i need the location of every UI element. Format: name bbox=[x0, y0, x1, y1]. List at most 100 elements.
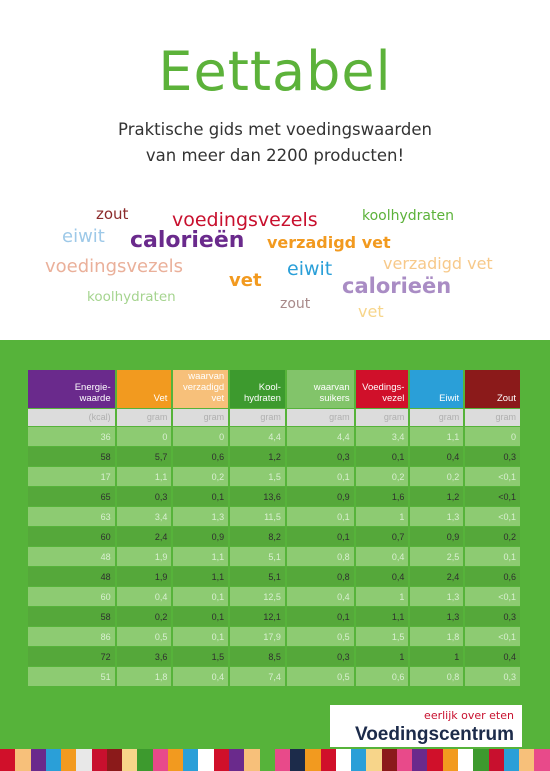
table-cell: 0,1 bbox=[286, 607, 354, 626]
color-stripe bbox=[244, 749, 260, 771]
color-stripe bbox=[473, 749, 489, 771]
table-row: 60 2,4 0,9 8,2 0,1 0,7 0,9 0,2 bbox=[28, 527, 520, 546]
table-cell: 1 bbox=[355, 507, 409, 526]
column-header: waarvan verzadigd vet bbox=[173, 370, 229, 408]
table-cell: 1 bbox=[410, 647, 464, 666]
table-cell: 0,2 bbox=[465, 527, 520, 546]
table-cell: 0,4 bbox=[286, 587, 354, 606]
table-header-row: Energie- waarde Vet waarvan verzadigd vet K… bbox=[28, 370, 520, 408]
table-cell: 0,8 bbox=[286, 547, 354, 566]
cloud-word: vet bbox=[358, 302, 384, 321]
table-cell: <0,1 bbox=[465, 487, 520, 506]
table-cell: 0,2 bbox=[116, 607, 172, 626]
table-cell: 0,3 bbox=[116, 487, 172, 506]
table-cell: 4,4 bbox=[230, 427, 285, 446]
color-stripe bbox=[152, 749, 168, 771]
column-header: Energie- waarde bbox=[28, 370, 115, 408]
table-cell: 1,5 bbox=[355, 627, 409, 646]
table-row: 51 1,8 0,4 7,4 0,5 0,6 0,8 0,3 bbox=[28, 667, 520, 686]
color-stripe bbox=[183, 749, 199, 771]
cloud-word: voedingsvezels bbox=[45, 256, 184, 277]
column-unit: gram bbox=[286, 409, 354, 426]
table-cell: 0,2 bbox=[173, 467, 229, 486]
column-header: Eiwit bbox=[410, 370, 464, 408]
table-cell: 72 bbox=[28, 647, 115, 666]
cloud-word: koolhydraten bbox=[362, 208, 454, 224]
color-stripe bbox=[198, 749, 214, 771]
table-cell: <0,1 bbox=[465, 467, 520, 486]
color-stripe bbox=[137, 749, 153, 771]
cover-top: Eettabel Praktische gids met voedingswaa… bbox=[0, 0, 550, 340]
cloud-word: calorieën bbox=[130, 228, 245, 253]
subtitle-line-1: Praktische gids met voedingswaarden bbox=[118, 120, 432, 139]
column-header-label: Energie- waarde bbox=[74, 382, 111, 405]
nutrition-table: Energie- waarde Vet waarvan verzadigd vet K… bbox=[28, 370, 520, 686]
table-cell: 1,8 bbox=[116, 667, 172, 686]
color-stripe bbox=[488, 749, 504, 771]
table-row: 58 5,7 0,6 1,2 0,3 0,1 0,4 0,3 bbox=[28, 447, 520, 466]
table-cell: 12,1 bbox=[230, 607, 285, 626]
table-cell: 1,2 bbox=[410, 487, 464, 506]
table-cell: 0,1 bbox=[286, 507, 354, 526]
table-cell: 0,4 bbox=[410, 447, 464, 466]
table-cell: <0,1 bbox=[465, 587, 520, 606]
table-cell: 4,4 bbox=[286, 427, 354, 446]
table-cell: 0,1 bbox=[173, 587, 229, 606]
cloud-word: calorieën bbox=[342, 274, 452, 298]
table-cell: 1,5 bbox=[173, 647, 229, 666]
table-row: 65 0,3 0,1 13,6 0,9 1,6 1,2 <0,1 bbox=[28, 487, 520, 506]
color-stripe-band bbox=[0, 749, 550, 771]
table-cell: 0,7 bbox=[355, 527, 409, 546]
table-cell: 0,4 bbox=[355, 567, 409, 586]
table-cell: 5,1 bbox=[230, 567, 285, 586]
color-stripe bbox=[213, 749, 229, 771]
column-header: waarvan suikers bbox=[286, 370, 354, 408]
table-cell: 12,5 bbox=[230, 587, 285, 606]
table-cell: 0,4 bbox=[465, 647, 520, 666]
column-header-label: Kool- hydraten bbox=[243, 382, 281, 405]
table-row: 86 0,5 0,1 17,9 0,5 1,5 1,8 <0,1 bbox=[28, 627, 520, 646]
table-cell: 0,8 bbox=[286, 567, 354, 586]
cloud-word: verzadigd vet bbox=[267, 233, 391, 252]
table-cell: 17 bbox=[28, 467, 115, 486]
column-header-label: Voedings- vezel bbox=[362, 382, 405, 405]
table-cell: 5,7 bbox=[116, 447, 172, 466]
cloud-word: eiwit bbox=[62, 226, 105, 247]
table-cell: 7,4 bbox=[230, 667, 285, 686]
color-stripe bbox=[457, 749, 474, 771]
color-stripe bbox=[61, 749, 77, 771]
table-cell: 1,5 bbox=[230, 467, 285, 486]
table-cell: 0,3 bbox=[465, 607, 520, 626]
column-unit: gram bbox=[410, 409, 464, 426]
table-cell: <0,1 bbox=[465, 507, 520, 526]
table-cell: 1,1 bbox=[173, 567, 229, 586]
table-cell: 0,6 bbox=[173, 447, 229, 466]
color-stripe bbox=[335, 749, 352, 771]
cloud-word: voedingsvezels bbox=[172, 209, 318, 231]
table-cell: 0 bbox=[465, 427, 520, 446]
table-cell: 17,9 bbox=[230, 627, 285, 646]
color-stripe bbox=[228, 749, 245, 771]
table-cell: 0,1 bbox=[173, 487, 229, 506]
table-cell: 1,1 bbox=[116, 467, 172, 486]
table-cell: 0,4 bbox=[355, 547, 409, 566]
table-row: 17 1,1 0,2 1,5 0,1 0,2 0,2 <0,1 bbox=[28, 467, 520, 486]
column-header: Vet bbox=[116, 370, 172, 408]
color-stripe bbox=[15, 749, 31, 771]
table-cell: 1,3 bbox=[173, 507, 229, 526]
table-cell: 1,3 bbox=[410, 507, 464, 526]
table-cell: 0,1 bbox=[355, 447, 409, 466]
table-cell: 0,3 bbox=[286, 647, 354, 666]
table-cell: 2,4 bbox=[410, 567, 464, 586]
table-cell: 11,5 bbox=[230, 507, 285, 526]
table-cell: 0,4 bbox=[173, 667, 229, 686]
column-unit: gram bbox=[465, 409, 520, 426]
table-cell: 0,4 bbox=[116, 587, 172, 606]
table-cell: 0,1 bbox=[286, 527, 354, 546]
color-stripe bbox=[76, 749, 92, 771]
table-cell: 36 bbox=[28, 427, 115, 446]
table-cell: 13,6 bbox=[230, 487, 285, 506]
table-cell: 0 bbox=[173, 427, 229, 446]
table-cell: <0,1 bbox=[465, 627, 520, 646]
table-row: 60 0,4 0,1 12,5 0,4 1 1,3 <0,1 bbox=[28, 587, 520, 606]
